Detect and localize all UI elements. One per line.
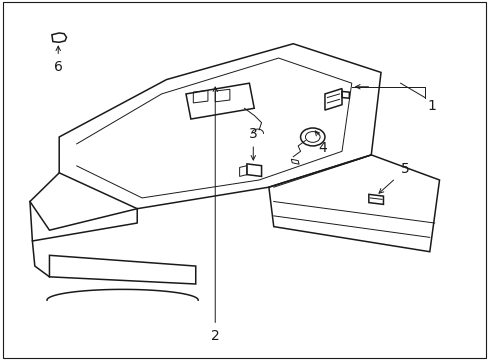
Text: 4: 4 — [318, 140, 326, 154]
Text: 2: 2 — [210, 329, 219, 343]
Text: 6: 6 — [54, 60, 62, 74]
Text: 3: 3 — [248, 127, 257, 140]
Text: 1: 1 — [427, 99, 435, 113]
Text: 5: 5 — [400, 162, 408, 176]
